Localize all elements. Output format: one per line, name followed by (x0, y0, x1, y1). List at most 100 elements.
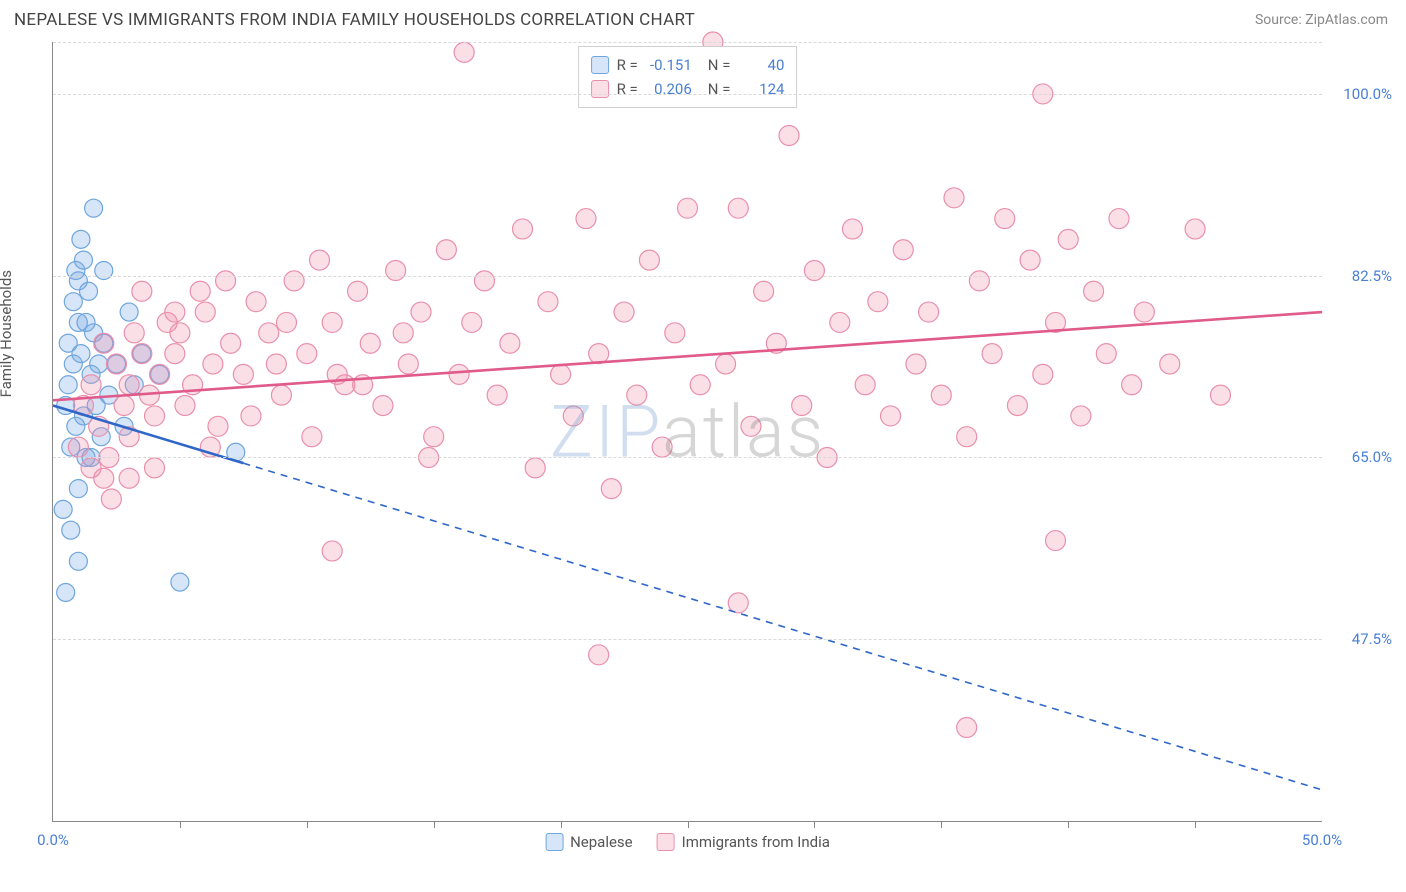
data-point (170, 323, 190, 343)
data-point (233, 364, 253, 384)
data-point (106, 354, 126, 374)
stat-r-label: R = (617, 77, 638, 101)
data-point (90, 355, 108, 373)
data-point (266, 354, 286, 374)
data-point (57, 583, 75, 601)
gridline (53, 42, 1322, 43)
data-point (165, 302, 185, 322)
data-point (1122, 375, 1142, 395)
legend-item: Immigrants from India (657, 833, 830, 851)
data-point (216, 271, 236, 291)
y-tick-label: 47.5% (1332, 630, 1392, 648)
gridline (53, 94, 1322, 95)
data-point (842, 219, 862, 239)
data-point (728, 593, 748, 613)
legend-swatch (657, 833, 675, 851)
data-point (119, 468, 139, 488)
plot-area: ZIPatlas R =-0.151 N =40R =0.206 N =124 … (52, 42, 1322, 822)
data-point (563, 406, 583, 426)
data-point (931, 385, 951, 405)
stat-n-value: 124 (738, 77, 784, 101)
data-point (132, 281, 152, 301)
chart-title: NEPALESE VS IMMIGRANTS FROM INDIA FAMILY… (14, 10, 695, 30)
data-point (665, 323, 685, 343)
data-point (779, 125, 799, 145)
data-point (221, 333, 241, 353)
data-point (411, 302, 431, 322)
data-point (538, 292, 558, 312)
x-tick-mark (688, 821, 689, 828)
data-point (728, 198, 748, 218)
data-point (601, 479, 621, 499)
x-tick-mark (1068, 821, 1069, 828)
data-point (893, 240, 913, 260)
data-point (81, 458, 101, 478)
data-point (449, 364, 469, 384)
gridline (53, 276, 1322, 277)
data-point (716, 354, 736, 374)
stats-row: R =0.206 N =124 (591, 77, 785, 101)
x-tick-mark (434, 821, 435, 828)
data-point (995, 209, 1015, 229)
data-point (957, 427, 977, 447)
data-point (830, 312, 850, 332)
data-point (119, 375, 139, 395)
data-point (67, 417, 85, 435)
bottom-legend: Nepalese Immigrants from India (545, 833, 830, 851)
stat-r-label: R = (617, 53, 638, 77)
data-point (436, 240, 456, 260)
data-point (513, 219, 533, 239)
data-point (145, 458, 165, 478)
data-point (487, 385, 507, 405)
data-point (69, 480, 87, 498)
data-point (120, 303, 138, 321)
legend-label: Immigrants from India (682, 833, 830, 851)
data-point (165, 344, 185, 364)
data-point (804, 261, 824, 281)
stat-n-label: N = (708, 53, 731, 77)
data-point (271, 385, 291, 405)
data-point (1071, 406, 1091, 426)
data-point (373, 396, 393, 416)
gridline (53, 639, 1322, 640)
data-point (284, 271, 304, 291)
data-point (59, 334, 77, 352)
data-point (1033, 364, 1053, 384)
data-point (114, 396, 134, 416)
stats-row: R =-0.151 N =40 (591, 53, 785, 77)
y-tick-label: 100.0% (1332, 85, 1392, 103)
gridline (53, 457, 1322, 458)
source-label: Source: ZipAtlas.com (1255, 12, 1388, 28)
data-point (124, 323, 144, 343)
data-point (551, 364, 571, 384)
data-point (386, 261, 406, 281)
data-point (868, 292, 888, 312)
y-axis-label: Family Households (0, 270, 15, 397)
data-point (101, 489, 121, 509)
data-point (589, 645, 609, 665)
data-point (54, 500, 72, 518)
x-tick-mark (941, 821, 942, 828)
legend-item: Nepalese (545, 833, 633, 851)
data-point (74, 251, 92, 269)
data-point (678, 198, 698, 218)
data-point (69, 272, 87, 290)
x-tick-label: 0.0% (37, 831, 69, 849)
data-point (462, 312, 482, 332)
data-point (1160, 354, 1180, 374)
data-point (957, 718, 977, 738)
data-point (62, 521, 80, 539)
data-point (77, 313, 95, 331)
data-point (276, 312, 296, 332)
data-point (94, 333, 114, 353)
data-point (454, 42, 474, 62)
legend-swatch (545, 833, 563, 851)
trend-line-dashed (243, 463, 1322, 790)
x-tick-mark (180, 821, 181, 828)
x-tick-mark (561, 821, 562, 828)
data-point (906, 354, 926, 374)
data-point (309, 250, 329, 270)
data-point (1096, 344, 1116, 364)
data-point (322, 541, 342, 561)
data-point (576, 209, 596, 229)
